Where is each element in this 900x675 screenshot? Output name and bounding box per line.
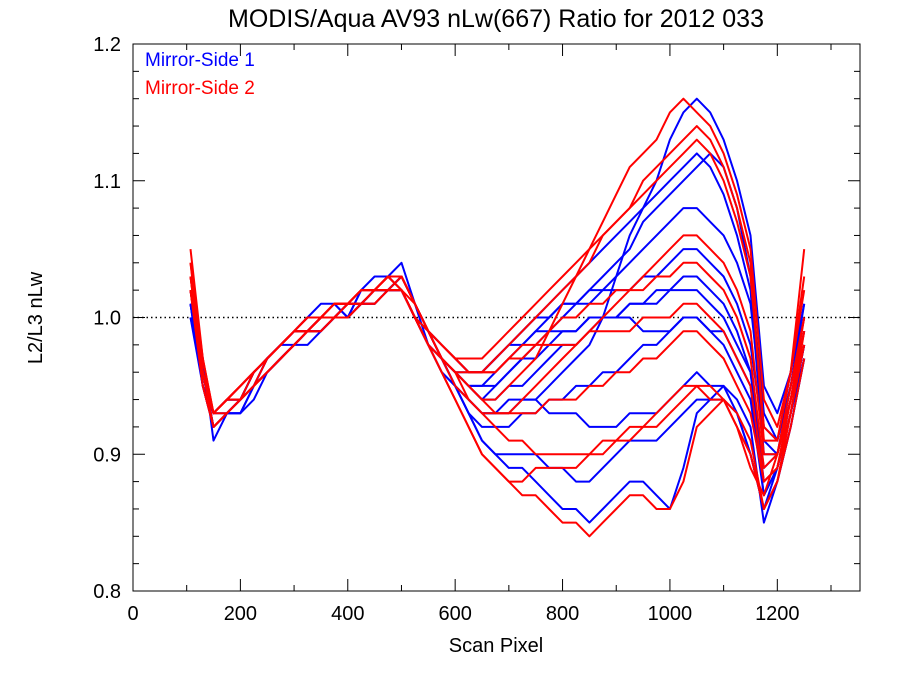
x-axis-label: Scan Pixel	[449, 635, 544, 657]
mirror-side-1-line-4	[189, 207, 806, 442]
mirror-side-1-line-8	[189, 289, 806, 524]
x-tick-labels: 0 200 400 600 800 1000 1200	[127, 603, 799, 625]
plot-area	[132, 43, 861, 592]
x-tick-label: 600	[438, 603, 471, 625]
axis-ticks	[132, 43, 860, 592]
legend-entry-1: Mirror-Side 1	[145, 50, 255, 71]
mirror-side-2-line-22	[189, 289, 806, 483]
series-group	[189, 97, 806, 538]
x-tick-label: 800	[546, 603, 579, 625]
x-tick-label: 1000	[648, 603, 693, 625]
mirror-side-2-line-20	[189, 289, 806, 510]
y-tick-label: 1.1	[93, 171, 121, 193]
y-tick-label: 0.9	[93, 444, 121, 466]
mirror-side-2-line-13	[189, 97, 806, 428]
mirror-side-2-line-19	[189, 261, 806, 469]
mirror-side-1-line-10	[189, 152, 806, 456]
mirror-side-2-line-21	[189, 138, 806, 442]
legend-entry-2: Mirror-Side 2	[145, 78, 255, 99]
chart-title: MODIS/Aqua AV93 nLw(667) Ratio for 2012 …	[228, 5, 764, 33]
x-tick-label: 1200	[755, 603, 800, 625]
x-tick-label: 0	[127, 603, 138, 625]
mirror-side-2-line-16	[189, 276, 806, 483]
mirror-side-1-line-11	[189, 275, 806, 510]
y-axis-label: L2/L3 nLw	[25, 271, 47, 364]
y-tick-label: 1.2	[93, 34, 121, 56]
x-tick-label: 400	[331, 603, 364, 625]
y-tick-label: 0.8	[93, 581, 121, 603]
y-tick-label: 1.0	[93, 308, 121, 330]
legend: Mirror-Side 1 Mirror-Side 2	[145, 50, 255, 99]
x-tick-label: 200	[224, 603, 257, 625]
y-tick-labels: 0.8 0.9 1.0 1.1 1.2	[93, 34, 121, 603]
